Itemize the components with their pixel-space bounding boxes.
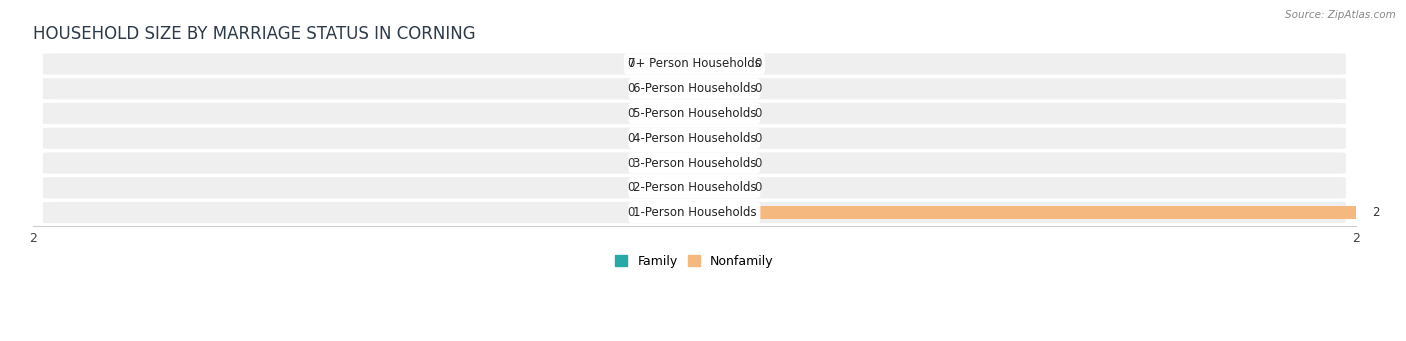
Text: 2: 2 (1372, 206, 1379, 219)
Text: 0: 0 (627, 58, 636, 71)
Text: 0: 0 (754, 132, 761, 145)
Text: 3-Person Households: 3-Person Households (633, 157, 756, 169)
Text: 0: 0 (754, 82, 761, 95)
Text: 0: 0 (627, 157, 636, 169)
Bar (651, 57, 695, 71)
Text: 0: 0 (627, 132, 636, 145)
Bar (651, 107, 695, 120)
Bar (695, 181, 737, 195)
Text: HOUSEHOLD SIZE BY MARRIAGE STATUS IN CORNING: HOUSEHOLD SIZE BY MARRIAGE STATUS IN COR… (32, 25, 475, 43)
FancyBboxPatch shape (44, 202, 1346, 223)
Bar (651, 82, 695, 95)
Text: Source: ZipAtlas.com: Source: ZipAtlas.com (1285, 10, 1396, 20)
Text: 4-Person Households: 4-Person Households (633, 132, 756, 145)
FancyBboxPatch shape (44, 53, 1346, 75)
FancyBboxPatch shape (44, 152, 1346, 174)
Text: 5-Person Households: 5-Person Households (633, 107, 756, 120)
Bar (695, 57, 737, 71)
Text: 0: 0 (627, 107, 636, 120)
Text: 7+ Person Households: 7+ Person Households (628, 58, 761, 71)
Text: 0: 0 (627, 82, 636, 95)
Bar (651, 181, 695, 195)
FancyBboxPatch shape (44, 103, 1346, 124)
FancyBboxPatch shape (44, 177, 1346, 198)
Text: 0: 0 (754, 58, 761, 71)
Bar (695, 82, 737, 95)
Bar (651, 206, 695, 219)
Text: 0: 0 (627, 206, 636, 219)
FancyBboxPatch shape (44, 128, 1346, 149)
FancyBboxPatch shape (44, 78, 1346, 99)
Text: 0: 0 (627, 181, 636, 194)
Bar (651, 132, 695, 145)
Text: 0: 0 (754, 157, 761, 169)
Bar (695, 206, 1355, 219)
Bar (695, 107, 737, 120)
Text: 1-Person Households: 1-Person Households (633, 206, 756, 219)
Bar (651, 156, 695, 170)
Text: 6-Person Households: 6-Person Households (633, 82, 756, 95)
Bar (695, 132, 737, 145)
Text: 0: 0 (754, 107, 761, 120)
Text: 2-Person Households: 2-Person Households (633, 181, 756, 194)
Legend: Family, Nonfamily: Family, Nonfamily (610, 250, 779, 273)
Bar (695, 156, 737, 170)
Text: 0: 0 (754, 181, 761, 194)
